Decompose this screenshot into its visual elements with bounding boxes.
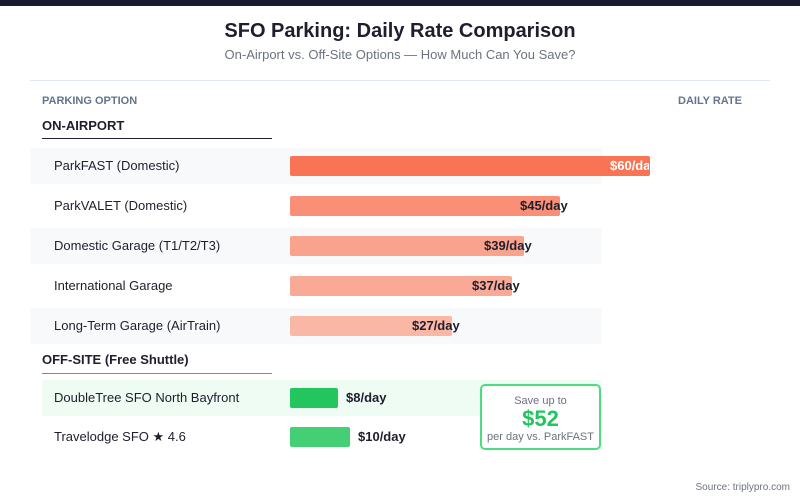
row-label: Domestic Garage (T1/T2/T3) bbox=[54, 238, 221, 253]
bar bbox=[290, 316, 452, 336]
chart-title: SFO Parking: Daily Rate Comparison bbox=[224, 20, 576, 42]
bar bbox=[290, 196, 560, 216]
value-label: $39/day bbox=[484, 238, 532, 253]
value-label: $8/day bbox=[346, 390, 387, 405]
row-label: ParkVALET (Domestic) bbox=[54, 198, 188, 213]
section-underline bbox=[42, 138, 272, 139]
value-label: $45/day bbox=[520, 198, 568, 213]
bar bbox=[290, 276, 512, 296]
value-label: $37/day bbox=[472, 278, 520, 293]
bar bbox=[290, 427, 350, 447]
header-divider bbox=[30, 80, 770, 81]
savings-line2: per day vs. ParkFAST bbox=[487, 431, 594, 443]
source-note: Source: triplypro.com bbox=[695, 482, 790, 493]
value-label: $27/day bbox=[412, 318, 460, 333]
top-bar bbox=[0, 0, 800, 6]
bar bbox=[290, 236, 524, 256]
column-header-option: PARKING OPTION bbox=[42, 95, 138, 107]
chart-subtitle: On-Airport vs. Off-Site Options — How Mu… bbox=[224, 47, 576, 62]
section-header: ON-AIRPORT bbox=[42, 118, 125, 133]
bar bbox=[290, 156, 650, 176]
value-label: $10/day bbox=[358, 429, 406, 444]
row-label: ParkFAST (Domestic) bbox=[54, 158, 180, 173]
row-label: Long-Term Garage (AirTrain) bbox=[54, 318, 221, 333]
value-label: $60/day bbox=[610, 158, 649, 173]
bar bbox=[290, 388, 338, 408]
column-header-rate: DAILY RATE bbox=[678, 95, 742, 107]
row-label: Travelodge SFO ★ 4.6 bbox=[54, 429, 186, 444]
savings-amount: $52 bbox=[522, 406, 559, 431]
section-header: OFF-SITE (Free Shuttle) bbox=[42, 352, 189, 367]
savings-callout: Save up to $52 per day vs. ParkFAST bbox=[480, 384, 601, 450]
section-underline bbox=[42, 373, 272, 374]
row-label: International Garage bbox=[54, 278, 173, 293]
savings-line1: Save up to bbox=[514, 395, 567, 407]
row-label: DoubleTree SFO North Bayfront bbox=[54, 390, 240, 405]
